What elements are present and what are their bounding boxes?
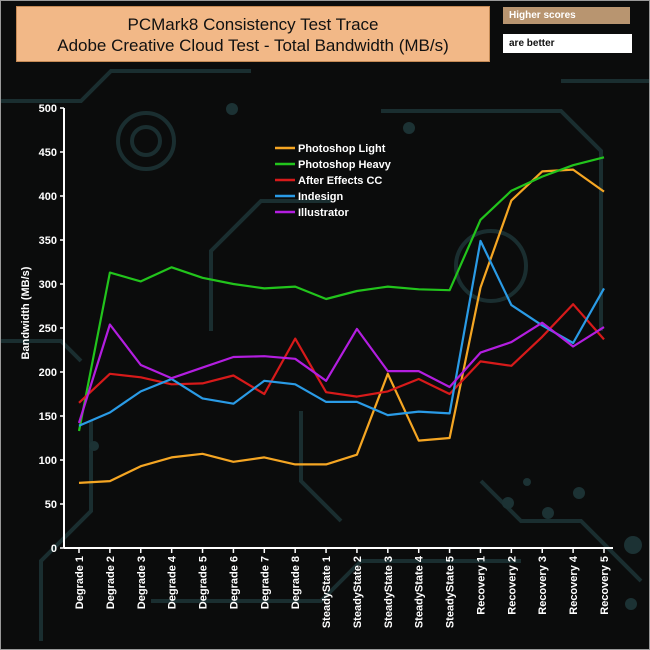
x-axis: Degrade 1 Degrade 2 Degrade 3 Degrade 4 Degr…	[64, 547, 613, 628]
chart-title: PCMark8 Consistency Test Trace	[127, 15, 379, 34]
x-tick-label: Degrade 4	[167, 555, 179, 609]
y-tick-label: 150	[39, 411, 57, 423]
legend-entry: Illustrator	[298, 207, 349, 219]
series-lines	[77, 156, 605, 484]
x-tick-label: Recovery 4	[568, 555, 580, 615]
y-tick-label: 250	[39, 323, 57, 335]
x-tick-label: Degrade 8	[290, 556, 302, 609]
x-tick-label: Recovery 1	[475, 556, 487, 615]
series-line	[78, 303, 605, 404]
y-tick-label: 100	[39, 455, 57, 467]
x-tick-label: SteadyState 4	[414, 555, 426, 628]
y-axis: 0 50 100 150 200 250 300 350 400 450 500	[39, 103, 65, 555]
x-tick-label: Recovery 3	[537, 556, 549, 615]
x-tick-label: SteadyState 2	[352, 556, 364, 628]
higher-scores-badge: Higher scores	[503, 7, 630, 24]
legend-entry: Photoshop Light	[298, 143, 386, 155]
series-line	[78, 239, 605, 427]
legend-entry: Indesign	[298, 191, 344, 203]
chart-subtitle: Adobe Creative Cloud Test - Total Bandwi…	[57, 36, 449, 55]
x-tick-label: Degrade 2	[105, 556, 117, 609]
legend: Photoshop Light Photoshop Heavy After Eff…	[275, 143, 392, 219]
y-axis-label: Bandwidth (MB/s)	[20, 266, 32, 359]
x-tick-label: Degrade 3	[136, 556, 148, 609]
x-tick-label: Degrade 6	[228, 556, 240, 609]
series-line	[78, 168, 605, 484]
y-tick-label: 0	[51, 543, 57, 555]
x-tick-label: Recovery 5	[599, 556, 611, 615]
x-tick-label: SteadyState 1	[321, 556, 333, 628]
are-better-badge: are better	[503, 34, 632, 53]
legend-entry: After Effects CC	[298, 175, 382, 187]
x-tick-label: SteadyState 3	[383, 556, 395, 628]
series-line	[77, 321, 605, 424]
y-tick-label: 350	[39, 235, 57, 247]
x-tick-label: Recovery 2	[506, 556, 518, 615]
chart-title-box: PCMark8 Consistency Test Trace Adobe Cre…	[16, 6, 490, 62]
x-tick-label: Degrade 5	[198, 556, 210, 609]
y-tick-label: 500	[39, 103, 57, 115]
x-tick-label: SteadyState 5	[445, 556, 457, 628]
legend-entry: Photoshop Heavy	[298, 159, 392, 171]
y-tick-label: 50	[45, 499, 57, 511]
series-line	[77, 156, 605, 432]
y-tick-label: 400	[39, 191, 57, 203]
y-tick-label: 300	[39, 279, 57, 291]
y-tick-label: 450	[39, 147, 57, 159]
x-tick-label: Degrade 7	[259, 556, 271, 609]
y-tick-label: 200	[39, 367, 57, 379]
x-tick-label: Degrade 1	[74, 556, 86, 609]
